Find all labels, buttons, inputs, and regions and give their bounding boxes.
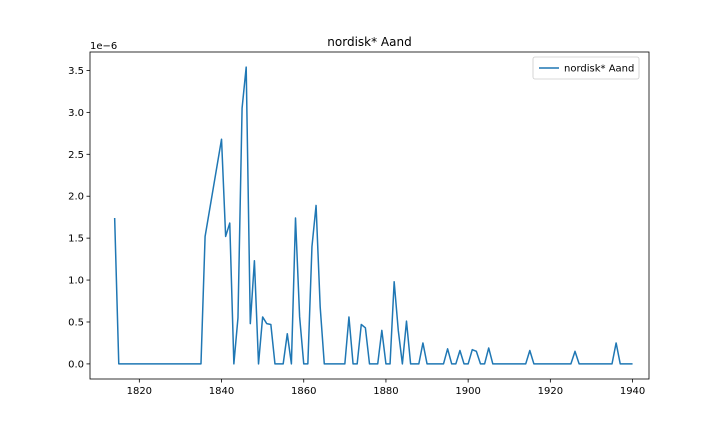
- legend-label: nordisk* Aand: [564, 64, 634, 75]
- x-tick-label: 1920: [538, 386, 563, 397]
- x-tick-label: 1840: [209, 386, 234, 397]
- series-line: [113, 66, 633, 365]
- y-tick-label: 0.5: [68, 317, 84, 328]
- x-tick-label: 1940: [620, 386, 645, 397]
- series-layer: [113, 66, 633, 365]
- x-tick-label: 1860: [291, 386, 316, 397]
- y-tick-label: 0.0: [68, 359, 84, 370]
- y-axis: 0.0 0.5 1.0 1.5 2.0 2.5 3.0 3.5: [68, 66, 90, 370]
- legend-box: [532, 56, 640, 80]
- legend: nordisk* Aand: [532, 56, 640, 80]
- plot-frame: [89, 51, 650, 380]
- chart-title: nordisk* Aand: [327, 35, 411, 49]
- y-tick-label: 1.0: [68, 276, 84, 287]
- y-tick-label: 3.0: [68, 108, 84, 119]
- y-tick-label: 3.5: [68, 66, 84, 77]
- x-tick-label: 1880: [373, 386, 398, 397]
- x-tick-label: 1820: [127, 386, 152, 397]
- y-axis-scale-label: 1e−6: [90, 41, 117, 52]
- y-tick-label: 2.0: [68, 192, 84, 203]
- y-tick-label: 2.5: [68, 150, 84, 161]
- x-axis: 1820 1840 1860 1880 1900 1920 1940: [127, 379, 645, 397]
- x-tick-label: 1900: [455, 386, 480, 397]
- y-tick-label: 1.5: [68, 234, 84, 245]
